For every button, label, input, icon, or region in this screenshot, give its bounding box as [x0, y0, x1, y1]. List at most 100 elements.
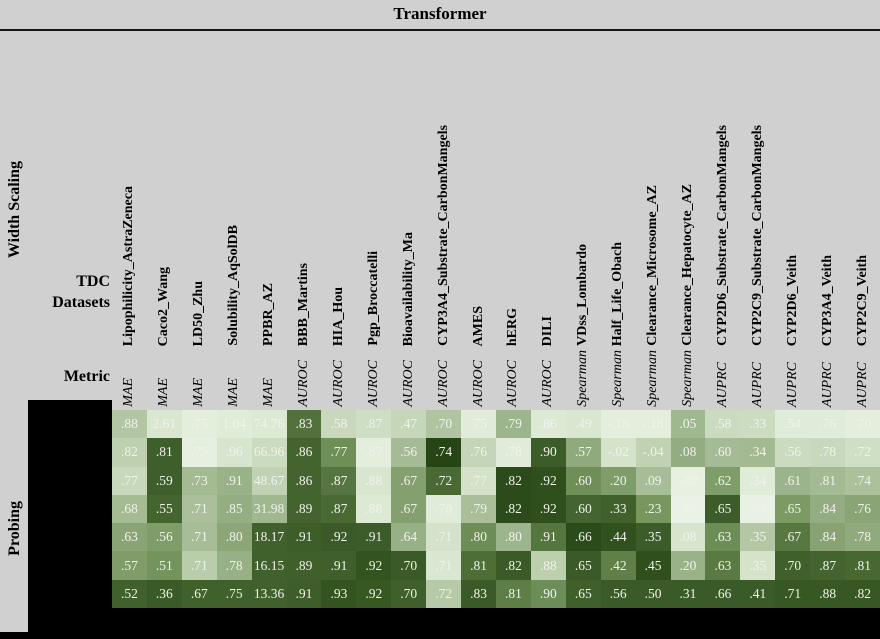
column-header-label: Pgp_Broccatelli [365, 251, 381, 346]
metric-label: MAE [191, 378, 207, 407]
heatmap-cell: .33 [740, 494, 776, 524]
heatmap-cell: .91 [530, 523, 566, 552]
heatmap-cell: .91 [286, 523, 322, 552]
datasets-line: Datasets [52, 293, 110, 311]
heatmap-cell: .35 [635, 523, 671, 552]
column-header-label: Caco2_Wang [156, 266, 172, 346]
metric-label: AUROC [435, 360, 451, 407]
heatmap-cell: .50 [635, 579, 671, 608]
column-header-pgp_broccatelli: Pgp_Broccatelli [356, 34, 391, 346]
metric-label: MAE [156, 378, 172, 407]
heatmap-cell: .58 [321, 410, 357, 439]
heatmap-cell: .56 [600, 579, 636, 608]
column-header-label: DILI [540, 315, 556, 346]
column-header-bbb_martins: BBB_Martins [287, 34, 322, 346]
heatmap-cell: .61 [775, 466, 811, 495]
metric-label: AUPRC [714, 361, 730, 407]
metric-row: MAE MAE MAE MAE MAE AUROC AUROC AUROC AUROC AUROC… [112, 350, 880, 407]
column-header-ppbr_az: PPBR_AZ [252, 34, 287, 346]
heatmap-cell: .20 [670, 551, 706, 580]
metric-cell: Spearman [601, 350, 636, 407]
heatmap-cell: .71 [181, 494, 217, 524]
metric-label: Spearman [575, 350, 591, 407]
column-header-cyp2c9_veith: CYP2C9_Veith [845, 34, 880, 346]
heatmap-cell: .84 [810, 494, 846, 524]
column-header-hia_hou: HIA_Hou [321, 34, 356, 346]
heatmap-cell: 16.15 [251, 551, 287, 580]
heatmap-cell: -.02 [670, 494, 706, 524]
heatmap-cell: .80 [216, 523, 252, 552]
redacted-bottom-area [112, 608, 880, 639]
heatmap-cell: .08 [670, 523, 706, 552]
heatmap-cell: .73 [181, 466, 217, 495]
width-scaling-axis-label-box: Width Scaling [0, 150, 30, 270]
metric-cell: AUPRC [705, 350, 740, 407]
heatmap-cell: .57 [112, 551, 147, 580]
metric-label: Spearman [679, 350, 695, 407]
heatmap-cell: .81 [845, 551, 880, 580]
header-rule [0, 29, 880, 31]
column-header-cyp2c9_substrate_carbonmangels: CYP2C9_Substrate_CarbonMangels [740, 34, 775, 346]
heatmap-cell: .87 [356, 438, 392, 467]
heatmap-cell: .34 [740, 466, 776, 495]
metric-cell: AUPRC [775, 350, 810, 407]
heatmap-cell: .51 [146, 551, 182, 580]
metric-label: AUROC [400, 360, 416, 407]
heatmap-cell: .82 [496, 494, 531, 524]
metric-label: MAE [226, 378, 242, 407]
column-header-ames: AMES [461, 34, 496, 346]
column-header-cyp3a4_substrate_carbonmangels: CYP3A4_Substrate_CarbonMangels [426, 34, 461, 346]
column-header-bioavailability_ma: Bioavailability_Ma [391, 34, 426, 346]
heatmap-cell: .87 [810, 551, 846, 580]
heatmap-cell: .70 [845, 410, 880, 439]
heatmap-cell: .87 [356, 410, 392, 439]
heatmap-grid: .88 2.61.75 1.04 74.76.83.58.87.47.70.75.79… [112, 410, 880, 608]
metric-label: AUPRC [854, 361, 870, 407]
heatmap-cell: .82 [845, 579, 880, 608]
heatmap-cell: 66.96 [251, 438, 287, 467]
column-header-label: LD50_Zhu [191, 280, 207, 346]
heatmap-cell: .83 [461, 579, 496, 608]
column-header-cyp2d6_veith: CYP2D6_Veith [775, 34, 810, 346]
heatmap-cell: .78 [216, 551, 252, 580]
metric-label: AUPRC [749, 361, 765, 407]
heatmap-cell: .81 [810, 466, 846, 495]
heatmap-cell: .42 [600, 551, 636, 580]
heatmap-cell: .92 [530, 466, 566, 495]
heatmap-cell: -.18 [635, 410, 671, 439]
heatmap-cell: .59 [146, 466, 182, 495]
heatmap-cell: .67 [391, 466, 427, 495]
heatmap-cell: .77 [461, 466, 496, 495]
width-scaling-label: Width Scaling [6, 161, 23, 259]
heatmap-cell: .76 [845, 494, 880, 524]
heatmap-cell: .81 [146, 438, 182, 467]
heatmap-cell: .41 [740, 579, 776, 608]
redacted-row-labels-box [28, 400, 112, 639]
metric-cell: Spearman [671, 350, 706, 407]
heatmap-cell: .65 [565, 551, 601, 580]
column-header-cyp3a4_veith: CYP3A4_Veith [810, 34, 845, 346]
heatmap-cell: 18.17 [251, 523, 287, 552]
heatmap-cell: .72 [426, 466, 462, 495]
heatmap-cell: .87 [321, 494, 357, 524]
column-header-clearance_hepatocyte_az: Clearance_Hepatocyte_AZ [671, 34, 706, 346]
metric-cell: AUPRC [845, 350, 880, 407]
heatmap-cell: -.02 [670, 466, 706, 495]
heatmap-cell: .47 [391, 410, 427, 439]
column-header-row: Lipophilicity_AstraZeneca Caco2_Wang LD50_… [112, 34, 880, 346]
heatmap-cell: 74.76 [251, 410, 287, 439]
heatmap-cell: .88 [530, 551, 566, 580]
heatmap-cell: .74 [426, 438, 462, 467]
heatmap-cell: -.02 [600, 438, 636, 467]
heatmap-cell: .91 [286, 579, 322, 608]
heatmap-cell: .56 [146, 523, 182, 552]
metric-cell: MAE [182, 350, 217, 407]
column-header-herg: hERG [496, 34, 531, 346]
heatmap-cell: .54 [775, 410, 811, 439]
heatmap-cell: .92 [356, 579, 392, 608]
column-header-label: CYP3A4_Substrate_CarbonMangels [435, 125, 451, 346]
heatmap-cell: .79 [461, 494, 496, 524]
column-header-label: Clearance_Hepatocyte_AZ [679, 184, 695, 346]
heatmap-cell: .65 [565, 579, 601, 608]
